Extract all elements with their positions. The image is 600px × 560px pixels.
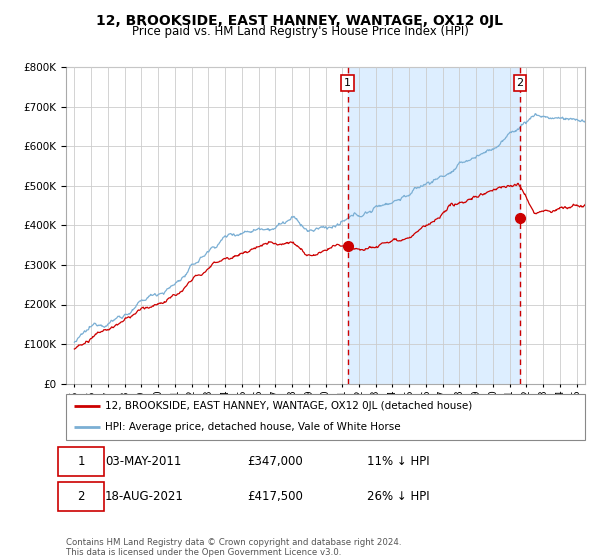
Text: Price paid vs. HM Land Registry's House Price Index (HPI): Price paid vs. HM Land Registry's House … — [131, 25, 469, 38]
Text: 26% ↓ HPI: 26% ↓ HPI — [367, 490, 430, 503]
FancyBboxPatch shape — [58, 447, 104, 476]
Text: 1: 1 — [77, 455, 85, 468]
Text: 11% ↓ HPI: 11% ↓ HPI — [367, 455, 430, 468]
Text: 18-AUG-2021: 18-AUG-2021 — [105, 490, 184, 503]
FancyBboxPatch shape — [66, 394, 585, 440]
Text: 2: 2 — [77, 490, 85, 503]
FancyBboxPatch shape — [58, 482, 104, 511]
Text: 2: 2 — [517, 78, 524, 88]
Text: 1: 1 — [344, 78, 351, 88]
Text: 12, BROOKSIDE, EAST HANNEY, WANTAGE, OX12 0JL: 12, BROOKSIDE, EAST HANNEY, WANTAGE, OX1… — [97, 14, 503, 28]
Text: £347,000: £347,000 — [248, 455, 304, 468]
Text: 12, BROOKSIDE, EAST HANNEY, WANTAGE, OX12 0JL (detached house): 12, BROOKSIDE, EAST HANNEY, WANTAGE, OX1… — [105, 401, 472, 411]
Text: £417,500: £417,500 — [248, 490, 304, 503]
Text: HPI: Average price, detached house, Vale of White Horse: HPI: Average price, detached house, Vale… — [105, 422, 401, 432]
Bar — [348, 67, 520, 384]
Text: 03-MAY-2011: 03-MAY-2011 — [105, 455, 181, 468]
Text: Contains HM Land Registry data © Crown copyright and database right 2024.
This d: Contains HM Land Registry data © Crown c… — [66, 538, 401, 557]
